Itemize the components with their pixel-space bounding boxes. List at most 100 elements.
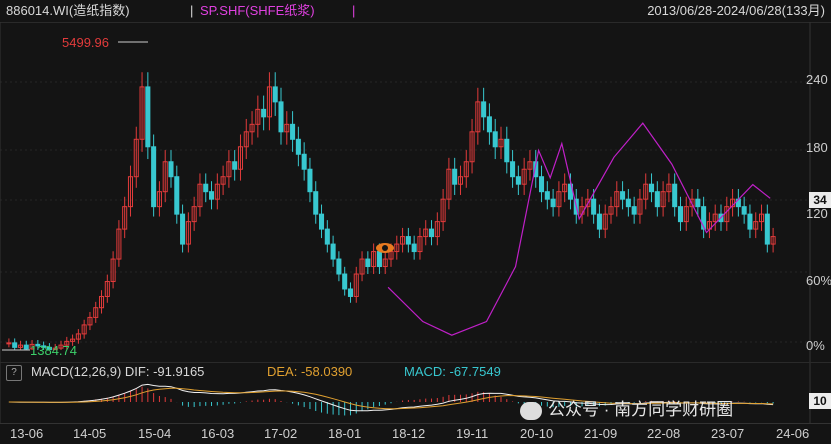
candle-body bbox=[151, 146, 157, 208]
candle-body bbox=[237, 146, 244, 170]
candle-body bbox=[162, 161, 168, 193]
candle-body bbox=[29, 343, 35, 350]
candle-body bbox=[394, 243, 400, 253]
candle-body bbox=[12, 342, 18, 348]
x-axis-tick: 18-01 bbox=[328, 426, 362, 441]
candle-body bbox=[110, 258, 116, 282]
candle-body bbox=[753, 221, 759, 230]
candle-body bbox=[145, 86, 151, 148]
candle-body bbox=[122, 206, 128, 230]
macd-value: MACD: -67.7549 bbox=[404, 364, 501, 379]
candle-body bbox=[353, 273, 359, 297]
header-separator-2: | bbox=[352, 3, 356, 18]
candle-body bbox=[614, 191, 620, 208]
header-separator: | bbox=[190, 3, 194, 18]
x-axis-tick: 23-07 bbox=[711, 426, 745, 441]
right-axis-tick: 240 bbox=[806, 72, 828, 87]
candle-body bbox=[446, 168, 452, 200]
candle-body bbox=[168, 161, 174, 178]
x-axis-tick: 17-02 bbox=[264, 426, 298, 441]
candle-body bbox=[41, 345, 47, 348]
candle-body bbox=[498, 138, 504, 148]
candle-body bbox=[486, 116, 492, 133]
x-axis-tick: 21-09 bbox=[584, 426, 618, 441]
candle-body bbox=[649, 183, 655, 193]
candle-body bbox=[683, 206, 689, 223]
candle-body bbox=[625, 198, 631, 208]
candle-body bbox=[457, 176, 463, 185]
index-code-label[interactable]: 886014.WI(造纸指数) bbox=[6, 3, 130, 18]
candle-body bbox=[185, 221, 191, 245]
chart-header: 886014.WI(造纸指数) | SP.SHF(SHFE纸浆) | 2013/… bbox=[0, 0, 831, 23]
candle-body bbox=[249, 123, 255, 133]
macd-indicator-bar: ? MACD(12,26,9) DIF: -91.9165 DEA: -58.0… bbox=[0, 362, 831, 381]
current-value-badge: 34 bbox=[809, 192, 831, 208]
right-axis-tick: 120 bbox=[806, 206, 828, 221]
candle-body bbox=[620, 191, 626, 200]
candle-body bbox=[336, 258, 342, 275]
candle-body bbox=[272, 86, 278, 103]
candle-body bbox=[156, 191, 162, 208]
candle-body bbox=[492, 131, 498, 148]
x-axis-tick: 13-06 bbox=[10, 426, 44, 441]
candle-body bbox=[220, 176, 226, 185]
candle-body bbox=[643, 183, 649, 200]
candle-body bbox=[191, 206, 197, 223]
date-range-label[interactable]: 2013/06/28-2024/06/28(133月) bbox=[647, 3, 825, 18]
wechat-icon bbox=[520, 401, 542, 420]
candle-body bbox=[637, 198, 643, 215]
x-axis-tick: 22-08 bbox=[647, 426, 681, 441]
marker-icon[interactable] bbox=[376, 243, 394, 253]
candle-body bbox=[434, 221, 440, 238]
candle-body bbox=[313, 191, 319, 215]
candle-body bbox=[539, 176, 545, 193]
candle-body bbox=[602, 213, 608, 230]
price-chart[interactable] bbox=[0, 22, 831, 423]
candle-body bbox=[104, 280, 110, 297]
candle-body bbox=[504, 138, 510, 163]
candle-body bbox=[469, 131, 475, 163]
candle-body bbox=[52, 347, 58, 351]
candle-body bbox=[127, 176, 134, 208]
candle-body bbox=[550, 198, 556, 208]
candle-body bbox=[133, 138, 139, 178]
candle-body bbox=[174, 176, 180, 215]
candle-body bbox=[347, 288, 353, 297]
candle-body bbox=[266, 86, 272, 118]
help-icon[interactable]: ? bbox=[6, 365, 22, 381]
watermark-text: 公众号 · 南方同学财研圈 bbox=[548, 400, 734, 419]
candle-body bbox=[214, 183, 220, 200]
candle-body bbox=[17, 344, 23, 348]
candle-body bbox=[307, 168, 313, 193]
low-annotation: 1384.74 bbox=[30, 343, 77, 358]
candle-body bbox=[295, 138, 301, 155]
x-axis-tick: 15-04 bbox=[138, 426, 172, 441]
grid-lines bbox=[0, 81, 810, 343]
candle-body bbox=[6, 342, 12, 345]
candle-body bbox=[608, 206, 614, 215]
x-axis-tick: 14-05 bbox=[73, 426, 107, 441]
high-annotation: 5499.96 bbox=[62, 35, 109, 50]
candle-body bbox=[741, 206, 747, 215]
overlay-series-label[interactable]: SP.SHF(SHFE纸浆) bbox=[200, 3, 315, 18]
x-axis-tick: 18-12 bbox=[392, 426, 426, 441]
candle-body bbox=[70, 338, 76, 342]
x-axis-tick: 24-06 bbox=[776, 426, 810, 441]
macd-params-label[interactable]: MACD(12,26,9) DIF: -91.9165 bbox=[31, 364, 205, 379]
candle-body bbox=[759, 213, 765, 223]
candle-body bbox=[770, 236, 776, 245]
right-axis-tick: 0% bbox=[806, 338, 825, 353]
candle-body bbox=[87, 316, 93, 326]
candle-body bbox=[463, 161, 469, 178]
watermark: 公众号 · 南方同学财研圈 bbox=[520, 398, 810, 422]
candle-body bbox=[405, 236, 411, 245]
candle-body bbox=[290, 123, 296, 140]
candle-body bbox=[180, 213, 186, 245]
candle-body bbox=[527, 161, 533, 170]
right-axis-tick: 180 bbox=[806, 140, 828, 155]
candle-body bbox=[81, 324, 87, 335]
candle-body bbox=[243, 131, 249, 148]
candle-body bbox=[255, 108, 261, 125]
candle-body bbox=[284, 123, 290, 133]
candle-body bbox=[631, 206, 637, 215]
